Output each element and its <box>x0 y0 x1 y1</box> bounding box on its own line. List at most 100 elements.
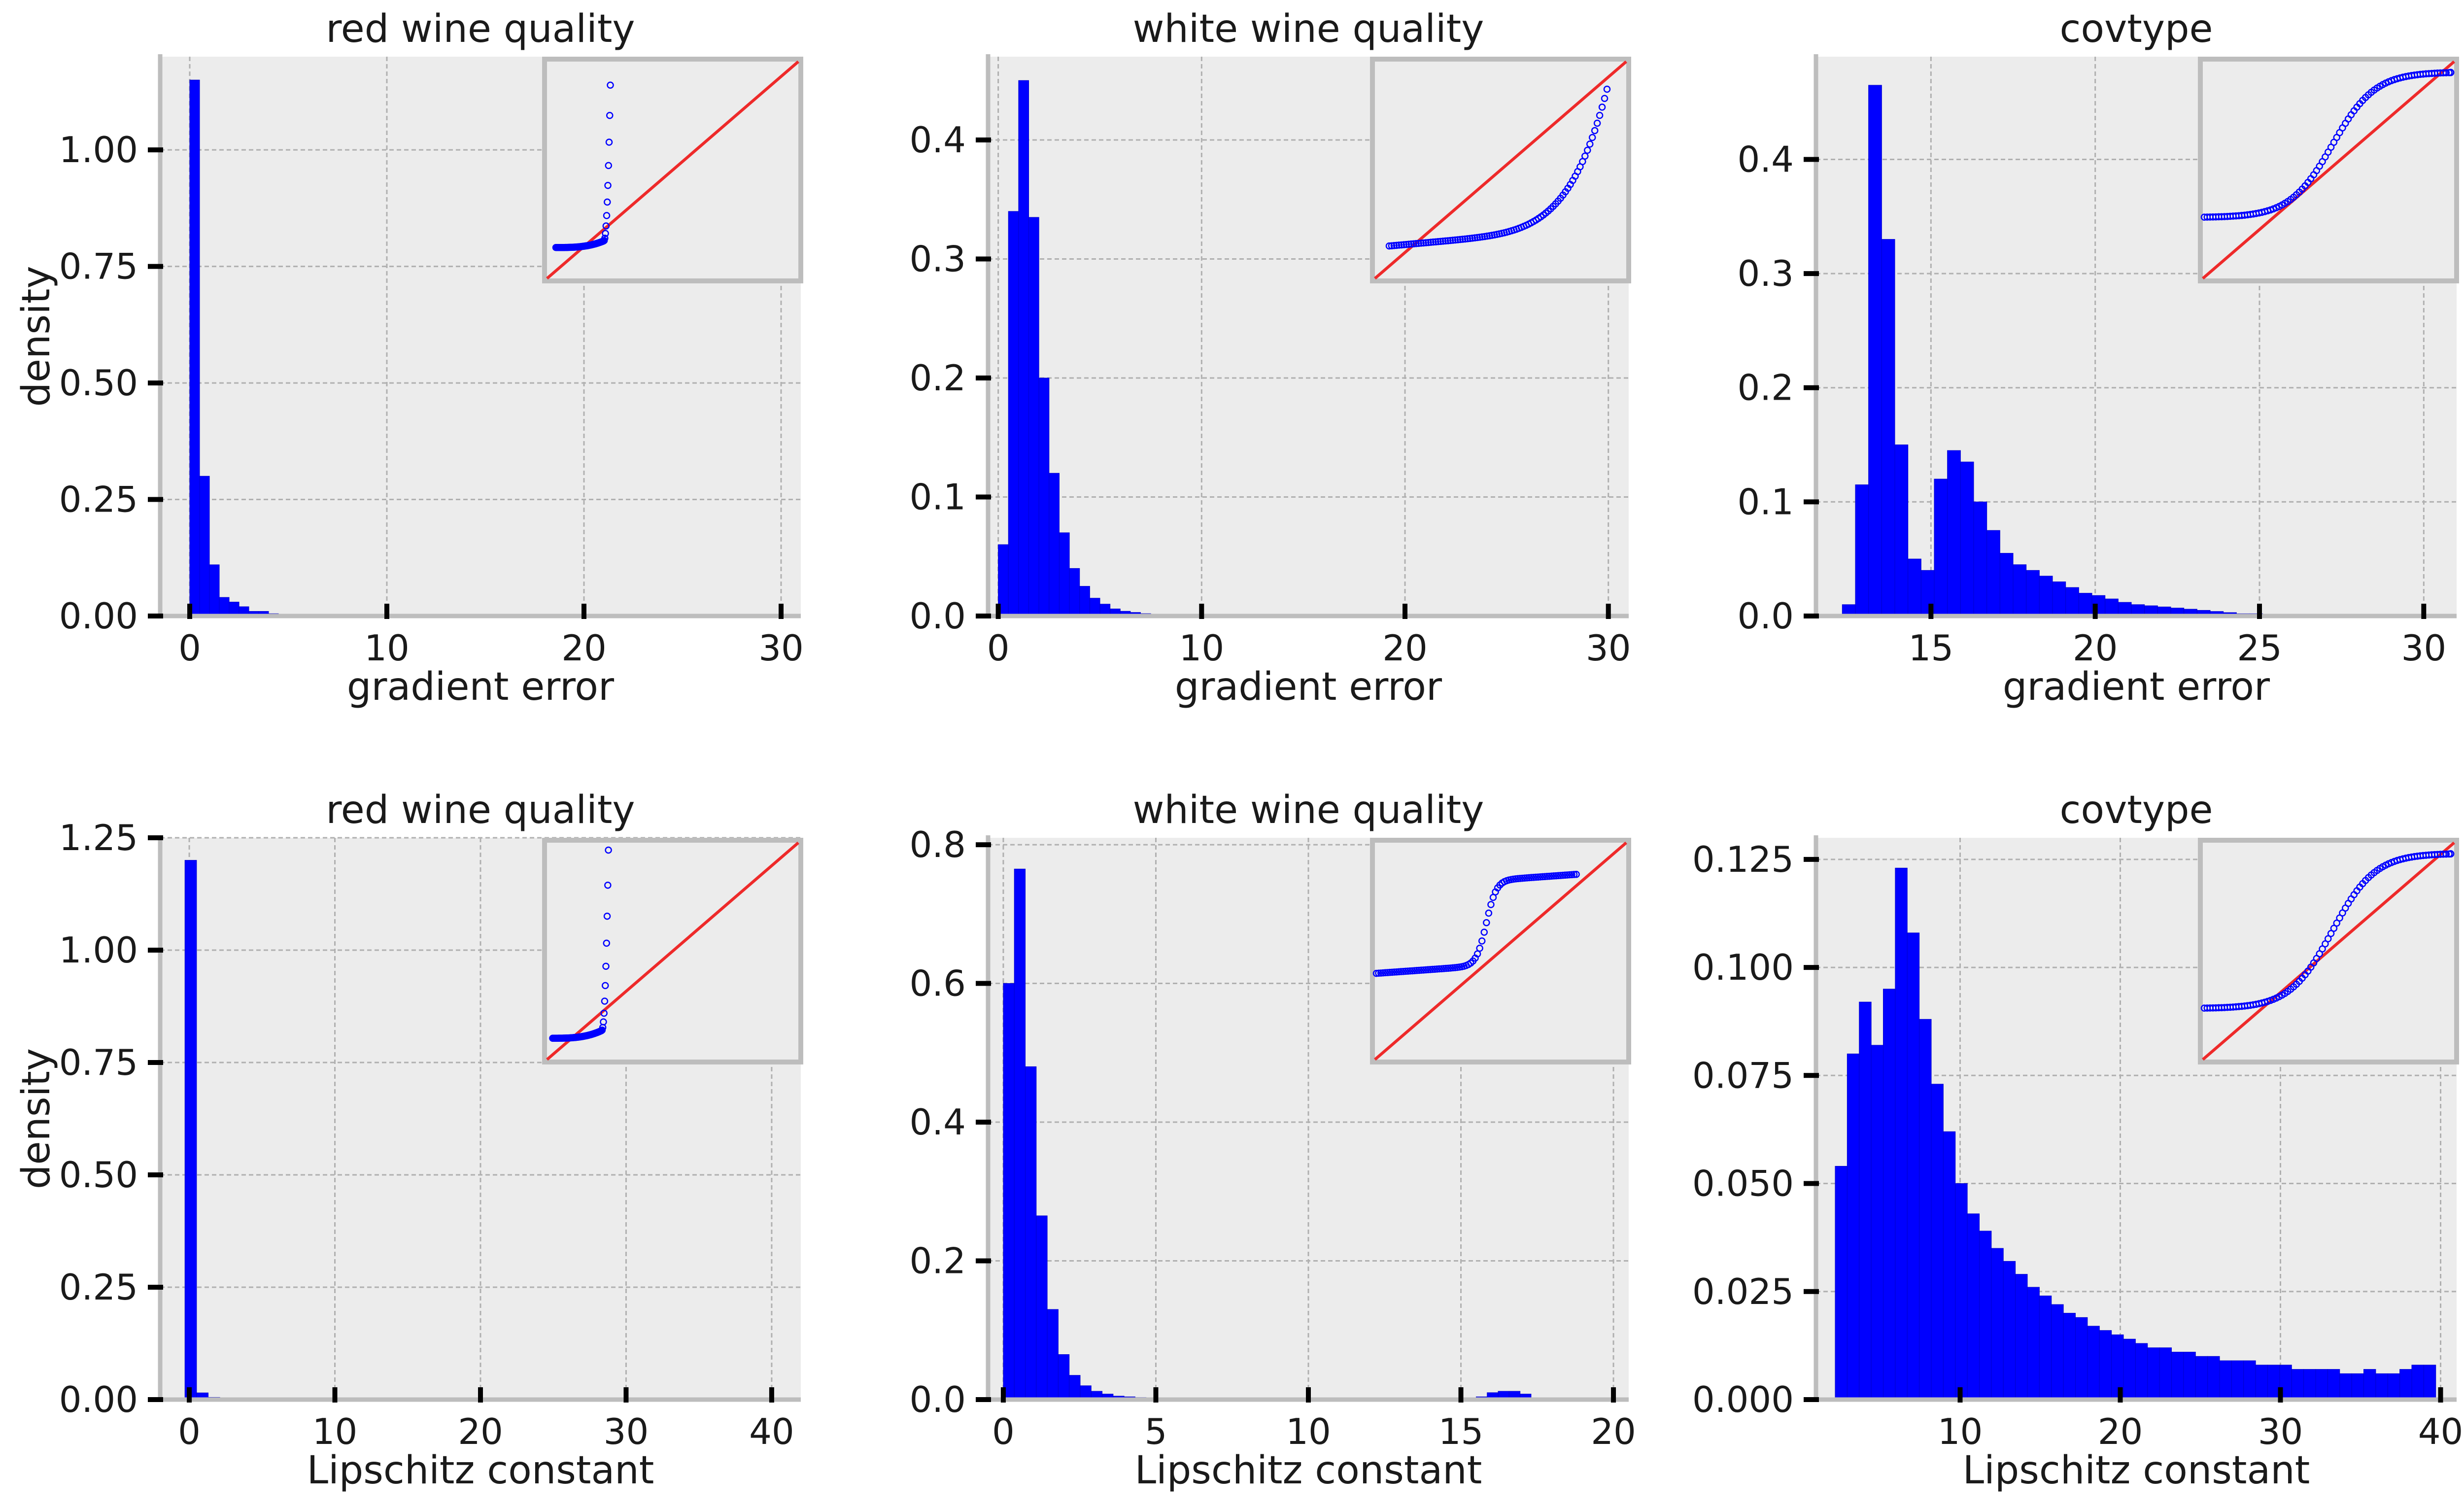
histogram-bar <box>1960 461 1974 617</box>
qq-point <box>1420 239 1427 247</box>
qq-point <box>1437 238 1444 245</box>
histogram-bar <box>2423 1365 2436 1400</box>
histogram-bar <box>1895 867 1908 1400</box>
histogram-bar <box>1038 377 1050 617</box>
qq-point <box>2442 69 2450 76</box>
qq-point <box>1545 872 1553 880</box>
histogram-bar <box>1859 1001 1872 1400</box>
qq-point <box>2322 940 2329 948</box>
histogram-bar <box>184 860 197 1400</box>
qq-point <box>1431 965 1438 973</box>
histogram-bar <box>1036 1215 1048 1400</box>
qq-point <box>1435 238 1442 245</box>
qq-point <box>1523 874 1531 882</box>
qq-point <box>1561 871 1569 879</box>
qq-point <box>1403 240 1410 248</box>
qq-point <box>1415 240 1422 247</box>
x-tick-label: 40 <box>2418 1411 2464 1452</box>
histogram-bar <box>2363 1369 2376 1400</box>
x-tick-label: 15 <box>1438 1411 1484 1452</box>
histogram-bar <box>1025 1066 1037 1400</box>
subplot-title: red wine quality <box>326 788 635 832</box>
qq-point <box>603 912 611 920</box>
qq-point <box>2327 930 2335 937</box>
qq-point <box>1485 909 1493 917</box>
qq-point <box>1534 873 1542 881</box>
qq-point <box>1417 240 1425 247</box>
histogram-bar <box>2087 1326 2100 1400</box>
x-tick-label: 30 <box>2401 627 2447 669</box>
qq-point <box>1425 239 1432 246</box>
histogram-bar <box>2099 1330 2112 1400</box>
histogram-bar <box>2339 1373 2352 1400</box>
qq-point <box>1461 235 1469 243</box>
qq-point <box>2330 925 2338 932</box>
qq-point <box>603 212 611 219</box>
x-tick-label: 15 <box>1909 627 1954 669</box>
qq-point <box>1449 237 1457 244</box>
qq-point <box>1384 969 1392 976</box>
y-tick-label: 0.75 <box>59 246 138 287</box>
qq-point <box>1603 85 1611 93</box>
qq-point <box>1543 873 1551 880</box>
qq-inset <box>542 57 803 283</box>
qq-point <box>1381 969 1389 977</box>
y-axis-label: density <box>14 266 59 407</box>
qq-point <box>1573 870 1580 878</box>
x-tick-label: 30 <box>2258 1411 2303 1452</box>
qq-point <box>1439 238 1447 245</box>
histogram-bar <box>199 476 210 617</box>
histogram-bar <box>1907 932 1920 1400</box>
histogram-bar <box>2105 598 2119 617</box>
x-tick-label: 10 <box>364 627 410 669</box>
qq-point <box>1525 874 1533 882</box>
qq-point <box>1487 901 1495 908</box>
qq-point <box>607 81 614 89</box>
histogram-bar <box>2399 1369 2412 1400</box>
qq-point <box>1532 873 1540 881</box>
qq-point <box>1405 240 1412 248</box>
histogram-bar <box>2171 1352 2184 1400</box>
qq-point <box>1397 968 1405 975</box>
qq-point <box>1586 140 1594 148</box>
histogram-bar <box>2207 1356 2220 1400</box>
x-tick-label: 5 <box>1145 1411 1167 1452</box>
histogram-bar <box>189 79 200 617</box>
qq-point <box>605 162 613 170</box>
qq-point <box>1388 968 1396 976</box>
y-tick-label: 0.8 <box>909 824 966 865</box>
qq-point <box>1429 965 1437 973</box>
qq-point <box>602 222 610 230</box>
qq-point <box>1372 969 1380 977</box>
y-tick-label: 0.00 <box>59 595 138 637</box>
histogram-bar <box>219 597 230 617</box>
x-tick-label: 20 <box>561 627 607 669</box>
y-tick-label: 0.2 <box>909 1240 966 1282</box>
qq-point <box>601 997 609 1005</box>
qq-point <box>1424 966 1432 973</box>
qq-point <box>1386 968 1394 976</box>
y-tick-label: 0.0 <box>909 1379 966 1420</box>
histogram-bar <box>1871 1045 1883 1400</box>
histogram-bar <box>1943 1131 1956 1400</box>
qq-point <box>603 939 611 947</box>
qq-point <box>1530 874 1538 881</box>
x-tick-label: 20 <box>2073 627 2118 669</box>
qq-point <box>1422 966 1430 974</box>
qq-point <box>1601 95 1608 102</box>
x-axis-label: Lipschitz constant <box>307 1448 654 1493</box>
y-tick-label: 0.2 <box>1737 367 1794 409</box>
histogram-bar <box>1028 217 1039 617</box>
histogram-bar <box>1894 445 1909 617</box>
subplot-4: 0 10 20 30 40 0.00 0.25 0.50 0.75 1.00 1.25 red win… <box>14 788 803 1493</box>
histogram-bar <box>2013 564 2027 617</box>
qq-reference-line <box>1374 841 1627 1061</box>
qq-point <box>2447 69 2455 76</box>
qq-point <box>604 198 611 206</box>
qq-point <box>1459 236 1467 243</box>
histogram-bar <box>1003 983 1015 1400</box>
qq-point <box>1466 235 1474 242</box>
x-tick-label: 0 <box>992 1411 1015 1452</box>
x-tick-label: 20 <box>1591 1411 1636 1452</box>
qq-point <box>1432 238 1439 245</box>
